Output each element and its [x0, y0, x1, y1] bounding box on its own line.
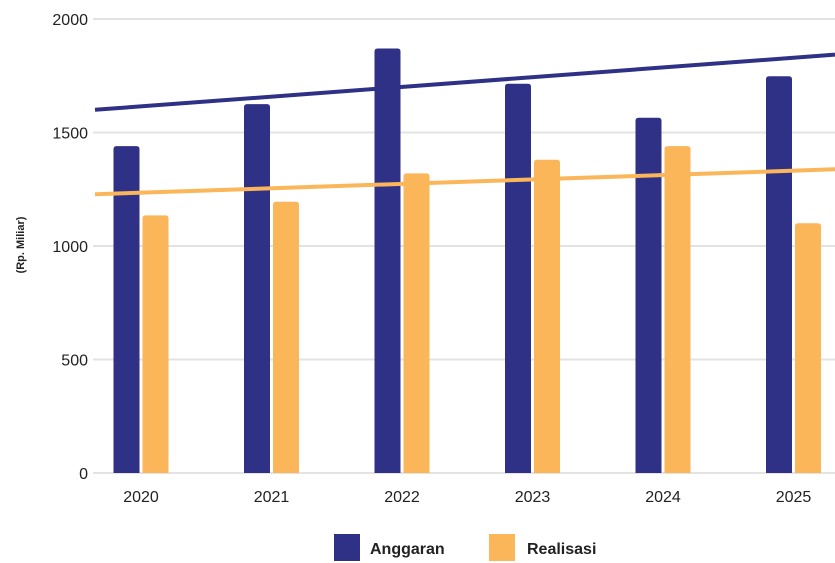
bar-anggaran-2024 — [635, 117, 662, 474]
bar-realisasi-2023 — [534, 159, 560, 474]
gridlines — [93, 18, 835, 474]
legend: Anggaran Realisasi — [334, 534, 596, 561]
bar-anggaran-2025 — [766, 76, 792, 473]
legend-swatch-realisasi — [489, 534, 515, 561]
y-tick-label: 500 — [61, 353, 88, 370]
x-tick-label: 2022 — [384, 489, 420, 506]
y-axis-title: (Rp. Miliar) — [15, 216, 27, 273]
bar-realisasi-2021 — [273, 201, 299, 474]
y-tick-label: 0 — [79, 466, 88, 483]
trendline-anggaran — [94, 52, 835, 112]
y-tick-label: 1500 — [52, 126, 88, 143]
x-tick-label: 2025 — [776, 489, 812, 506]
x-tick-label: 2024 — [645, 489, 681, 506]
y-axis-ticks: 0 500 1000 1500 2000 — [52, 12, 88, 483]
trendlines — [94, 52, 835, 197]
bar-realisasi-2024 — [664, 146, 691, 473]
bar-anggaran-2022 — [374, 48, 401, 473]
bar-anggaran-2023 — [505, 83, 531, 473]
y-tick-label: 1000 — [52, 239, 88, 256]
x-tick-label: 2023 — [515, 489, 551, 506]
bar-realisasi-2025 — [795, 223, 821, 473]
bar-anggaran-2021 — [244, 104, 270, 473]
legend-swatch-anggaran — [334, 534, 360, 561]
bar-realisasi-2020 — [142, 215, 169, 474]
bar-realisasi-2022 — [403, 173, 430, 474]
x-axis-ticks: 2020 2021 2022 2023 2024 2025 — [123, 489, 811, 506]
y-tick-label: 2000 — [52, 12, 88, 29]
trendline-realisasi — [94, 167, 835, 197]
x-tick-label: 2020 — [123, 489, 159, 506]
x-tick-label: 2021 — [254, 489, 290, 506]
legend-label-realisasi: Realisasi — [527, 541, 596, 558]
bars — [113, 48, 821, 474]
legend-label-anggaran: Anggaran — [370, 541, 445, 558]
bar-anggaran-2020 — [113, 146, 140, 473]
